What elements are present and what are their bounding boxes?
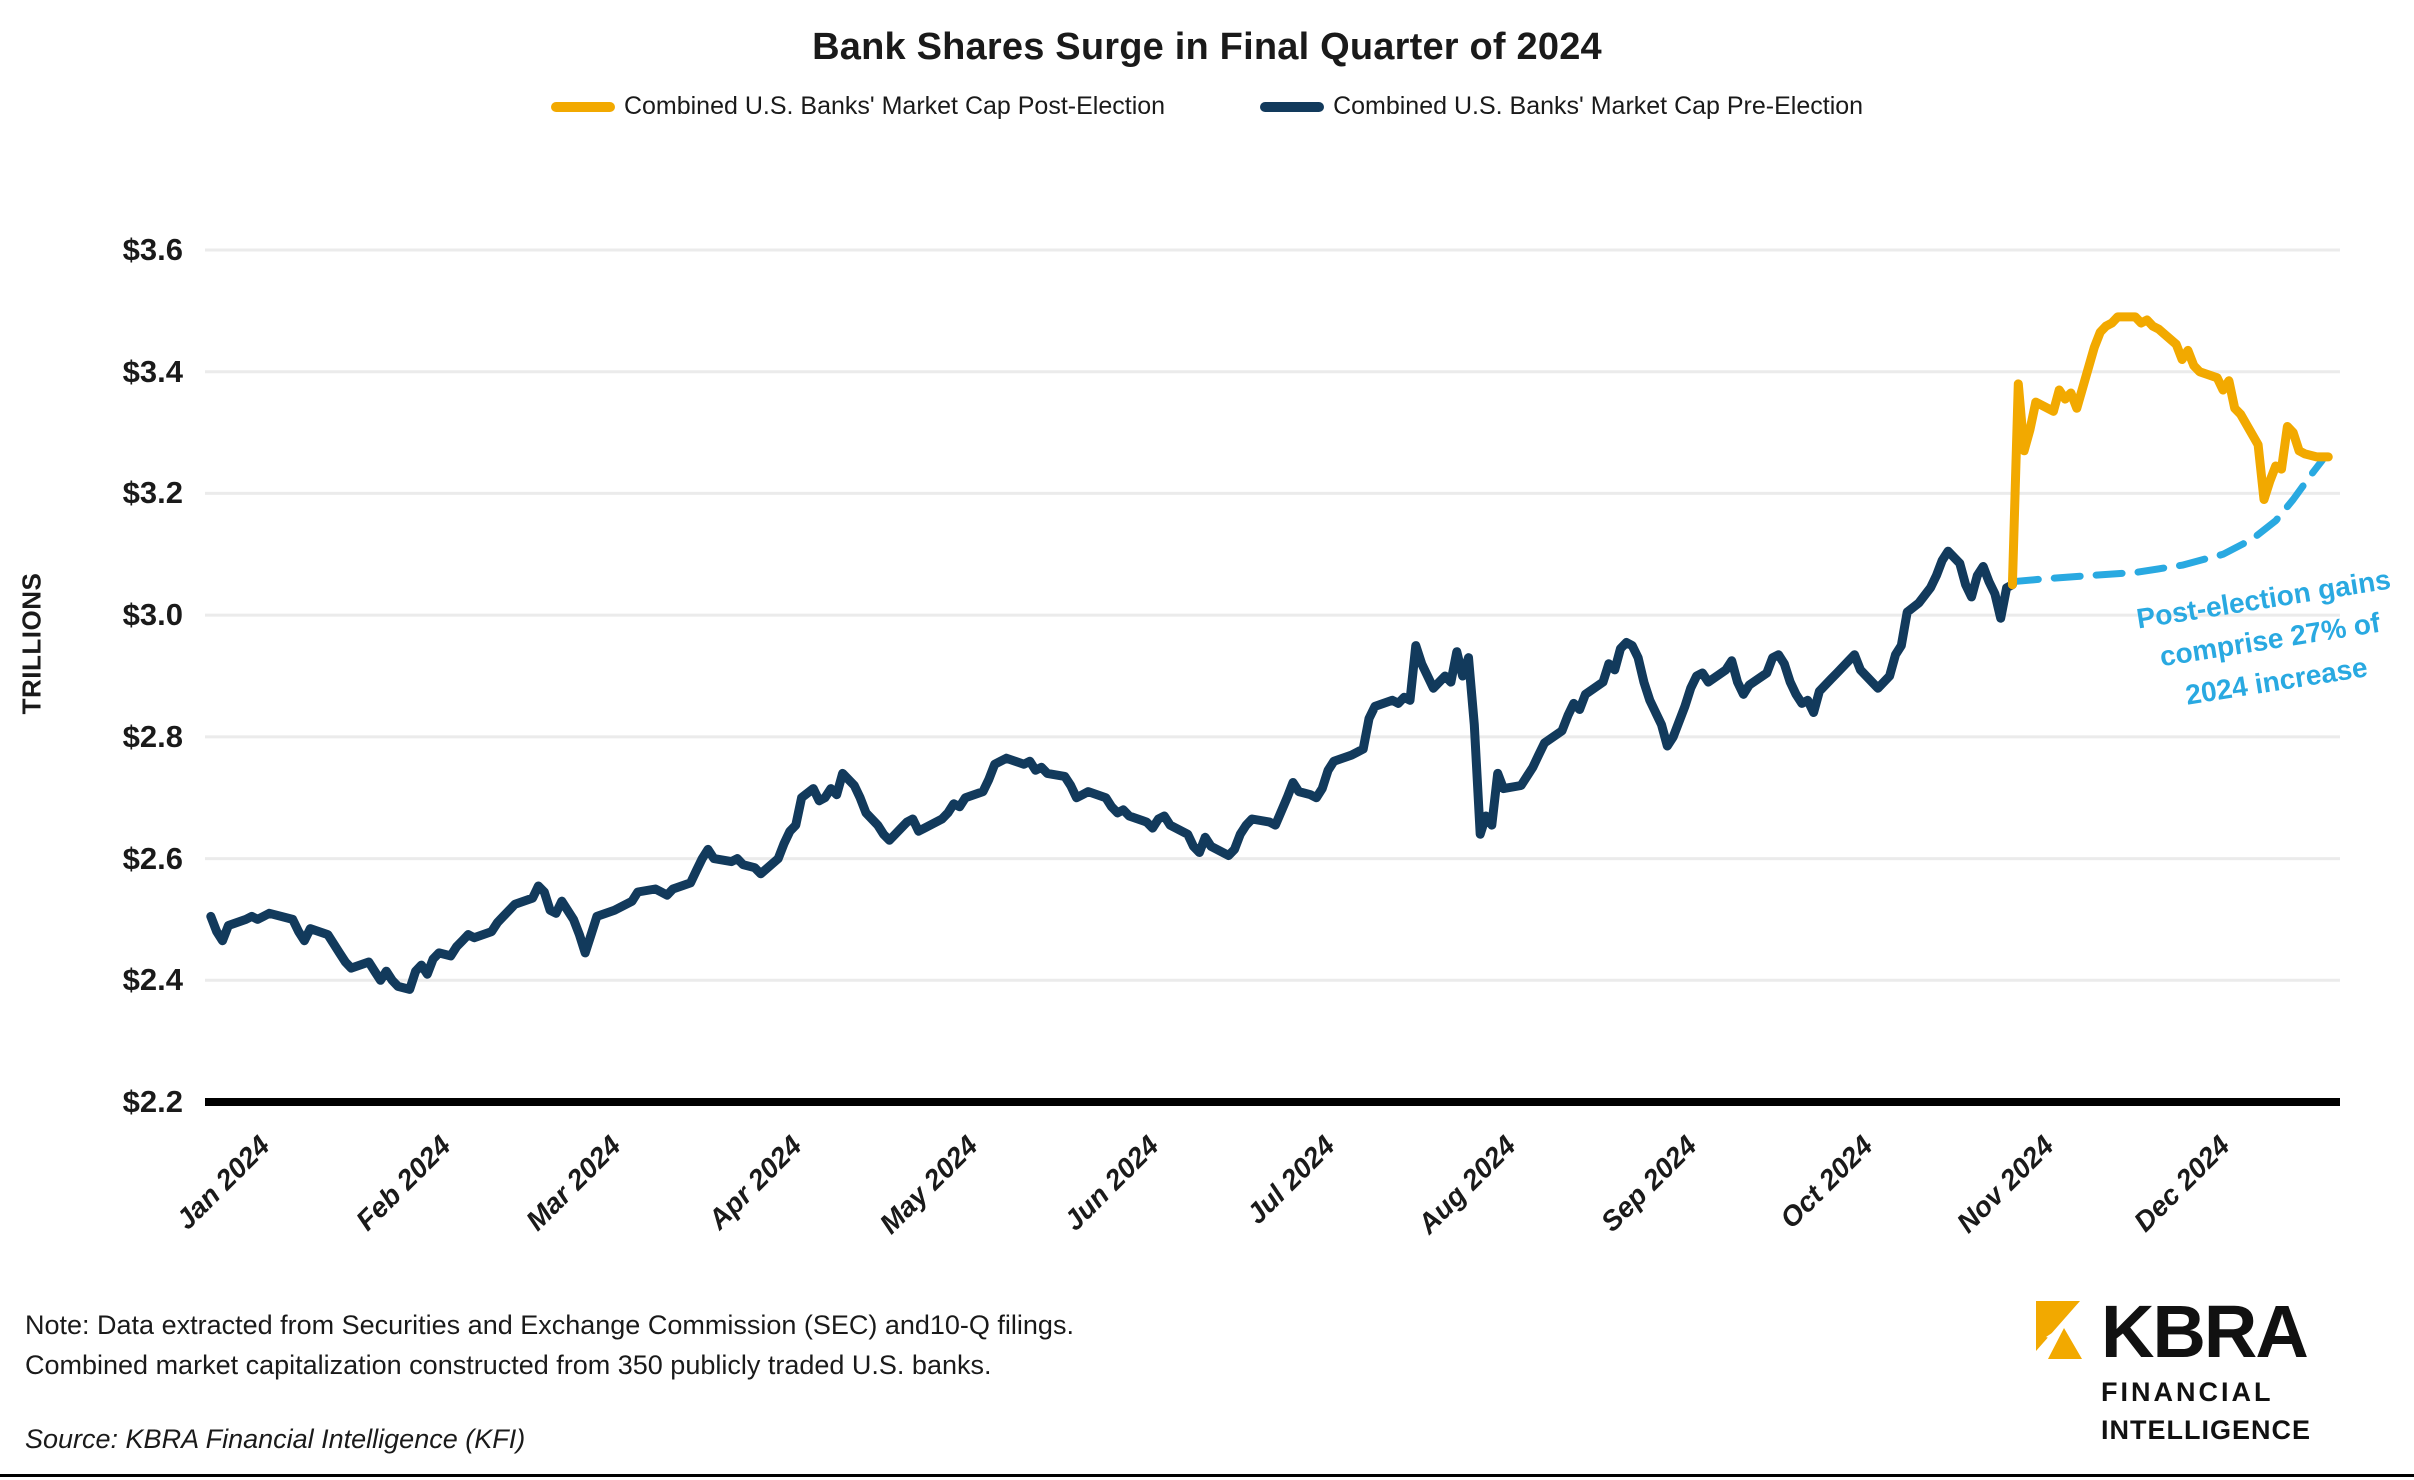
legend: Combined U.S. Banks' Market Cap Post-Ele… xyxy=(0,92,2414,121)
y-tick-label: $3.0 xyxy=(122,597,183,633)
legend-item-pre-election: Combined U.S. Banks' Market Cap Pre-Elec… xyxy=(1260,92,1863,121)
legend-item-post-election: Combined U.S. Banks' Market Cap Post-Ele… xyxy=(550,92,1166,121)
legend-label-pre-election: Combined U.S. Banks' Market Cap Pre-Elec… xyxy=(1333,92,1864,120)
kbra-brand-name: KBRA xyxy=(2101,1290,2309,1373)
footnote-line-2: Combined market capitalization construct… xyxy=(25,1350,992,1380)
legend-swatch-pre-election-icon xyxy=(1260,101,1325,112)
kbra-financial-label: FINANCIAL xyxy=(2101,1377,2274,1407)
y-tick-label: $3.4 xyxy=(122,353,183,389)
kbra-intelligence-label: INTELLIGENCE xyxy=(2101,1415,2312,1445)
y-axis-title: TRILLIONS xyxy=(16,572,47,715)
y-tick-label: $2.2 xyxy=(122,1084,183,1119)
source-text: Source: KBRA Financial Intelligence (KFI… xyxy=(25,1424,526,1454)
y-tick-label: $2.4 xyxy=(122,962,183,998)
y-tick-label: $3.2 xyxy=(122,475,183,511)
chart-title: Bank Shares Surge in Final Quarter of 20… xyxy=(812,26,1602,68)
bottom-divider xyxy=(0,1474,2414,1477)
legend-label-post-election: Combined U.S. Banks' Market Cap Post-Ele… xyxy=(623,92,1166,120)
legend-swatch-post-election-icon xyxy=(550,101,615,112)
series-line-pre-election xyxy=(206,546,2017,994)
kbra-mark-icon xyxy=(2036,1301,2082,1359)
series-line-post-election xyxy=(2007,312,2333,590)
footnote-line-1: Note: Data extracted from Securities and… xyxy=(25,1310,1074,1340)
projection-dashed-line xyxy=(2008,456,2326,586)
y-tick-label: $2.6 xyxy=(122,840,183,876)
kbra-logo: KBRA FINANCIAL INTELLIGENCE xyxy=(2036,1290,2312,1446)
y-tick-label: $3.6 xyxy=(122,232,183,267)
kbra-logo-text: KBRA FINANCIAL INTELLIGENCE xyxy=(2101,1290,2312,1446)
y-tick-label: $2.8 xyxy=(122,718,183,754)
